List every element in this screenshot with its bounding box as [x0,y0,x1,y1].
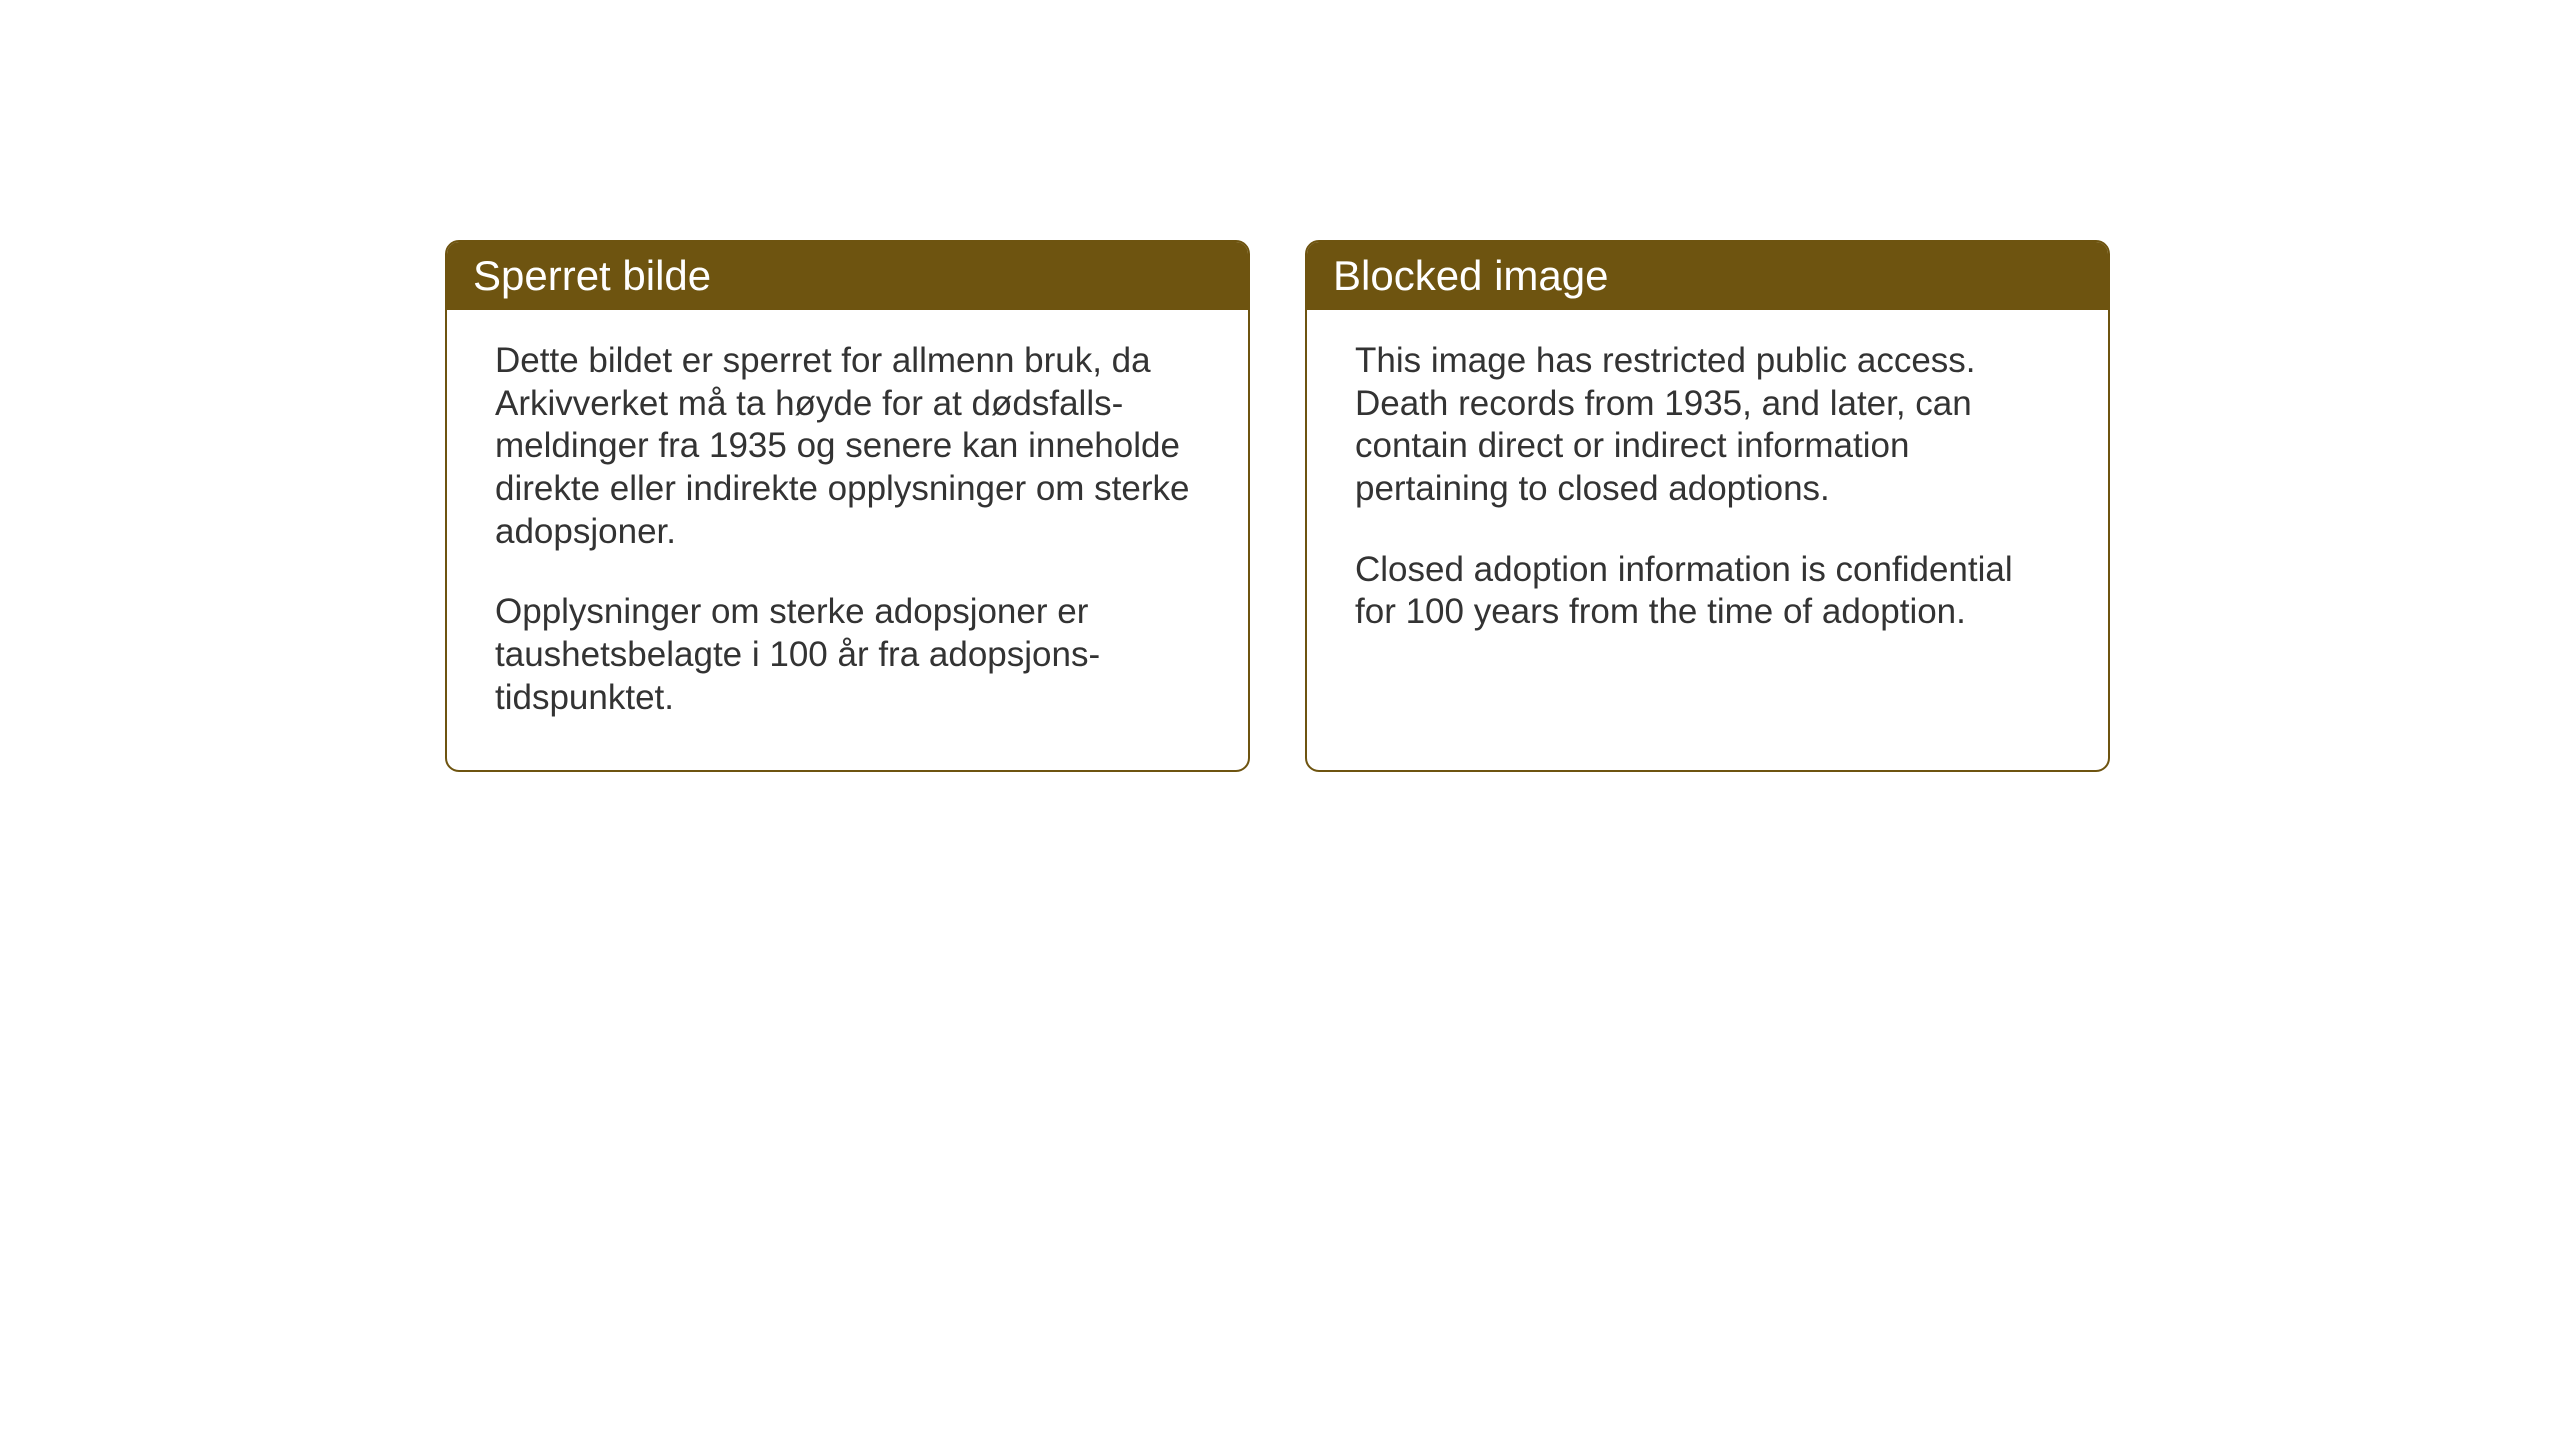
card-title-english: Blocked image [1333,252,1608,299]
card-paragraph-norwegian-1: Dette bildet er sperret for allmenn bruk… [495,340,1200,553]
card-paragraph-english-1: This image has restricted public access.… [1355,340,2060,511]
notice-card-english: Blocked image This image has restricted … [1305,240,2110,772]
card-title-norwegian: Sperret bilde [473,252,711,299]
card-header-norwegian: Sperret bilde [447,242,1248,310]
card-header-english: Blocked image [1307,242,2108,310]
card-paragraph-norwegian-2: Opplysninger om sterke adopsjoner er tau… [495,591,1200,719]
card-paragraph-english-2: Closed adoption information is confident… [1355,549,2060,634]
notice-container: Sperret bilde Dette bildet er sperret fo… [445,240,2110,772]
notice-card-norwegian: Sperret bilde Dette bildet er sperret fo… [445,240,1250,772]
card-body-english: This image has restricted public access.… [1307,310,2108,684]
card-body-norwegian: Dette bildet er sperret for allmenn bruk… [447,310,1248,770]
